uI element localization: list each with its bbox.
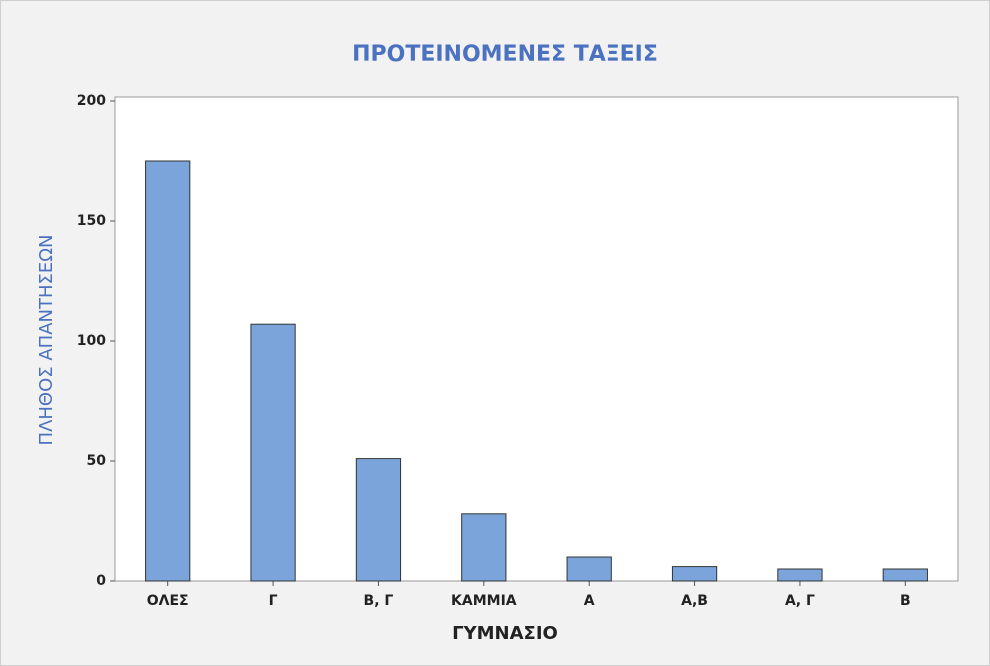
x-tick-label: ΟΛΕΣ [147, 593, 189, 609]
bar [461, 513, 507, 582]
x-tick-label: Α, Γ [785, 593, 815, 609]
y-tick-label: 0 [96, 573, 106, 589]
x-tick-label: Α,Β [681, 593, 708, 609]
chart-title: ΠΡΟΤΕΙΝΟΜΕΝΕΣ ΤΑΞΕΙΣ [352, 42, 658, 67]
bar [671, 566, 718, 582]
bar [145, 160, 191, 582]
bar [777, 568, 823, 582]
bar [882, 568, 928, 582]
x-tick-label: Β, Γ [364, 593, 394, 609]
bar [566, 556, 612, 582]
y-tick-label: 150 [77, 213, 106, 229]
plot-area [114, 96, 959, 582]
y-tick-label: 50 [87, 453, 107, 469]
y-axis-label: ΠΛΗΘΟΣ ΑΠΑΝΤΗΣΕΩΝ [36, 235, 57, 446]
x-tick-label: Β [900, 593, 911, 609]
x-tick-label: Γ [269, 593, 278, 609]
x-tick-label: ΚΑΜΜΙΑ [451, 593, 517, 609]
bar [355, 458, 402, 582]
x-axis-label: ΓΥΜΝΑΣΙΟ [452, 623, 558, 644]
y-tick-label: 100 [77, 333, 106, 349]
x-tick-label: Α [584, 593, 595, 609]
bar [250, 323, 296, 582]
y-tick-label: 200 [77, 93, 106, 109]
